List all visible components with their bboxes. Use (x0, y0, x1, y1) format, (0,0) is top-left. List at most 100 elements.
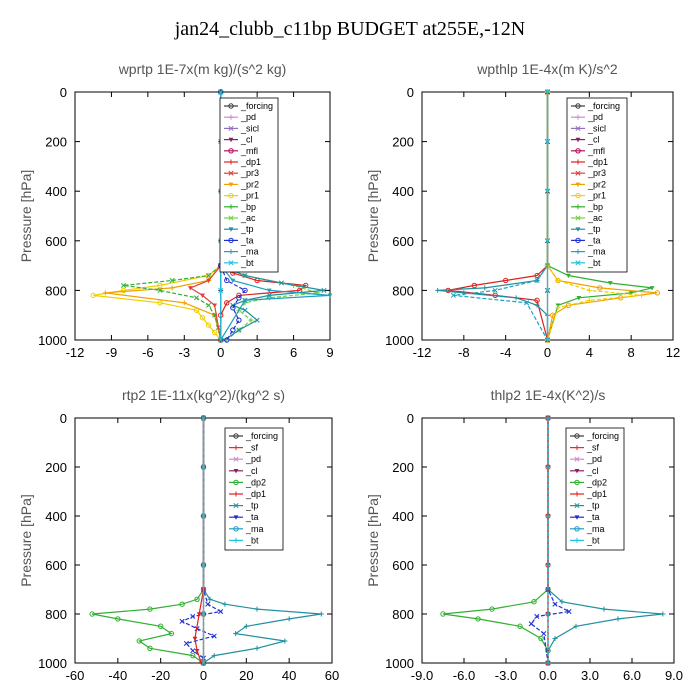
data-point (157, 282, 163, 289)
legend-label: _ma (587, 247, 606, 257)
legend-label: _pd (587, 112, 603, 122)
chart-panel-2: wpthlp 1E-4x(m K)/s^2 Pressure [hPa] -12 -8… (365, 61, 680, 360)
data-point (190, 648, 196, 654)
data-point (200, 293, 205, 298)
legend-marker (574, 445, 580, 451)
legend-marker (228, 137, 234, 143)
data-point (102, 290, 108, 296)
x-tick-label: -40 (108, 668, 127, 683)
data-point (205, 601, 211, 607)
legend-marker (228, 125, 234, 131)
legend-label: _ac (587, 213, 603, 223)
data-point (545, 338, 550, 343)
data-point (601, 606, 607, 612)
x-tick-label: 6.0 (623, 668, 641, 683)
data-point (218, 337, 224, 343)
data-point (660, 611, 666, 617)
data-point (121, 282, 127, 288)
series-line (437, 92, 549, 340)
legend-marker (233, 456, 239, 462)
series-pr3 (187, 90, 224, 343)
data-point (552, 601, 558, 607)
legend-marker (575, 215, 581, 221)
x-tick-label: 6 (290, 345, 297, 360)
chart-panel-1: wprtp 1E-7x(m kg)/(s^2 kg) Pressure [hPa]… (18, 61, 334, 360)
legend-label: _dp2 (586, 477, 607, 487)
legend-label: _mfl (587, 146, 605, 156)
series-line (189, 92, 222, 341)
data-point (649, 286, 655, 291)
legend-label: _bt (586, 535, 600, 545)
data-point (206, 302, 212, 308)
data-point (242, 307, 248, 313)
x-tick-label: -9 (106, 345, 118, 360)
series-bt (200, 415, 207, 666)
data-point (157, 623, 164, 629)
y-tick-label: 400 (45, 509, 67, 524)
legend-marker (574, 491, 580, 497)
data-point (545, 464, 551, 470)
legend-marker (233, 491, 239, 497)
x-tick-label: 40 (282, 668, 296, 683)
data-point (90, 292, 96, 299)
y-tick-label: 800 (45, 607, 67, 622)
x-tick-label: 20 (239, 668, 253, 683)
legend-marker (575, 249, 581, 255)
data-point (194, 648, 200, 654)
series-bp (121, 89, 224, 343)
data-point (586, 297, 592, 303)
legend-marker (228, 204, 234, 210)
data-point (534, 272, 540, 279)
series-line (547, 418, 663, 663)
data-point (440, 611, 446, 617)
legend-marker (233, 503, 239, 509)
data-point (242, 287, 248, 294)
series-line (453, 92, 549, 341)
data-point (242, 272, 248, 279)
data-point (566, 273, 571, 279)
legend-label: _cl (586, 466, 599, 476)
y-tick-label: 0 (407, 85, 414, 100)
data-point (597, 285, 603, 291)
legend-marker (233, 526, 239, 532)
data-point (168, 630, 175, 637)
series-line (220, 92, 319, 341)
data-point (224, 277, 230, 284)
y-tick-label: 200 (45, 135, 67, 150)
x-tick-label: -12 (413, 345, 432, 360)
data-point (211, 633, 217, 639)
y-tick-label: 1000 (385, 656, 414, 671)
x-tick-label: -60 (66, 668, 85, 683)
data-point (236, 327, 242, 333)
data-point (545, 660, 551, 666)
data-point (266, 295, 272, 301)
data-point (538, 635, 544, 642)
y-axis-label: Pressure [hPa] (18, 170, 34, 263)
x-tick-label: 8 (628, 345, 635, 360)
data-point (492, 287, 498, 293)
data-point (502, 277, 509, 284)
data-point (555, 305, 561, 311)
x-tick-label: 9.0 (665, 668, 683, 683)
data-point (545, 611, 551, 617)
data-point (545, 288, 550, 293)
legend-label: _cl (587, 135, 600, 145)
series-tp (435, 89, 550, 343)
series-line (93, 92, 222, 341)
x-tick-label: -3 (179, 345, 191, 360)
chart-panel-4: thlp2 1E-4x(K^2)/s Pressure [hPa] -9.0 -6.0… (365, 387, 683, 683)
legend: _forcing _sf_pd _cl_dp2 _dp1 _tp_ta _ma_bt (565, 427, 625, 551)
data-point (181, 300, 187, 306)
legend-label: _pr1 (240, 191, 259, 201)
x-tick-label: -12 (66, 345, 85, 360)
y-tick-label: 600 (392, 558, 414, 573)
legend-label: _bp (587, 202, 603, 212)
x-tick-label: -3.0 (495, 668, 517, 683)
data-point (200, 611, 207, 617)
legend-marker (574, 503, 580, 509)
chart-panel-3: rtp2 1E-11x(kg^2)/(kg^2 s) Pressure [hPa]… (18, 387, 339, 683)
legend-label: _forcing (240, 101, 273, 111)
y-axis-label: Pressure [hPa] (365, 494, 381, 587)
data-point (157, 287, 163, 293)
